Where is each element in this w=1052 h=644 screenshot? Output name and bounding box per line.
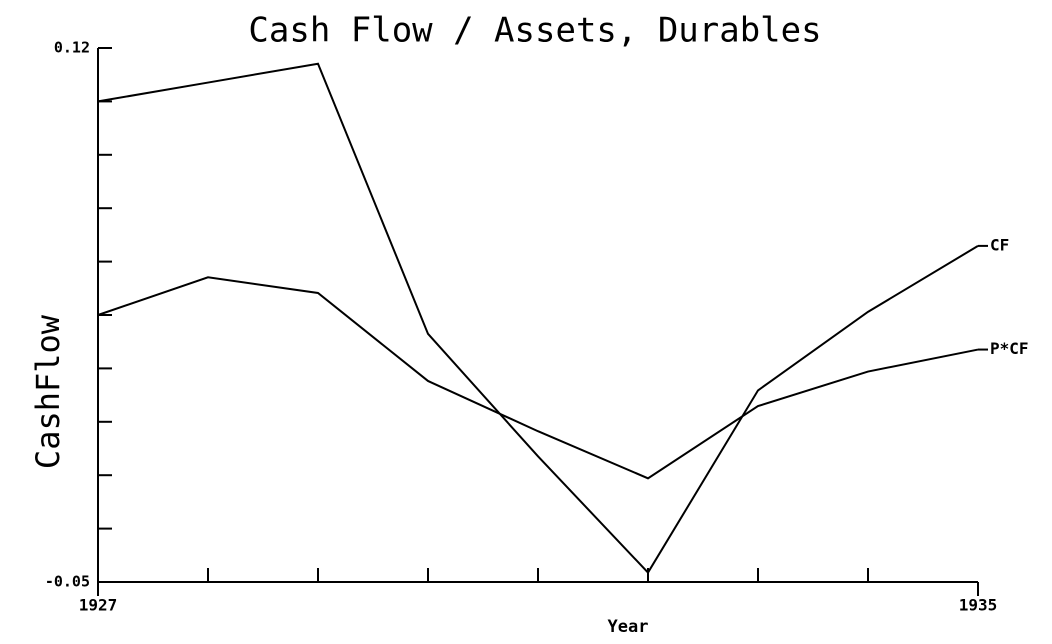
y-tick-label: 0.12 [54, 39, 90, 57]
series-line [97, 276, 979, 480]
x-tick-label: 1935 [959, 596, 998, 615]
series-label: P*CF [990, 339, 1029, 358]
x-axis-label: Year [608, 617, 649, 637]
series-label: CF [990, 235, 1009, 254]
x-tick-label: 1927 [79, 596, 118, 615]
y-tick-label: -0.05 [45, 573, 90, 591]
chart-title: Cash Flow / Assets, Durables [248, 11, 821, 51]
y-axis-label: CashFlow [29, 314, 67, 469]
series-line [97, 62, 979, 575]
